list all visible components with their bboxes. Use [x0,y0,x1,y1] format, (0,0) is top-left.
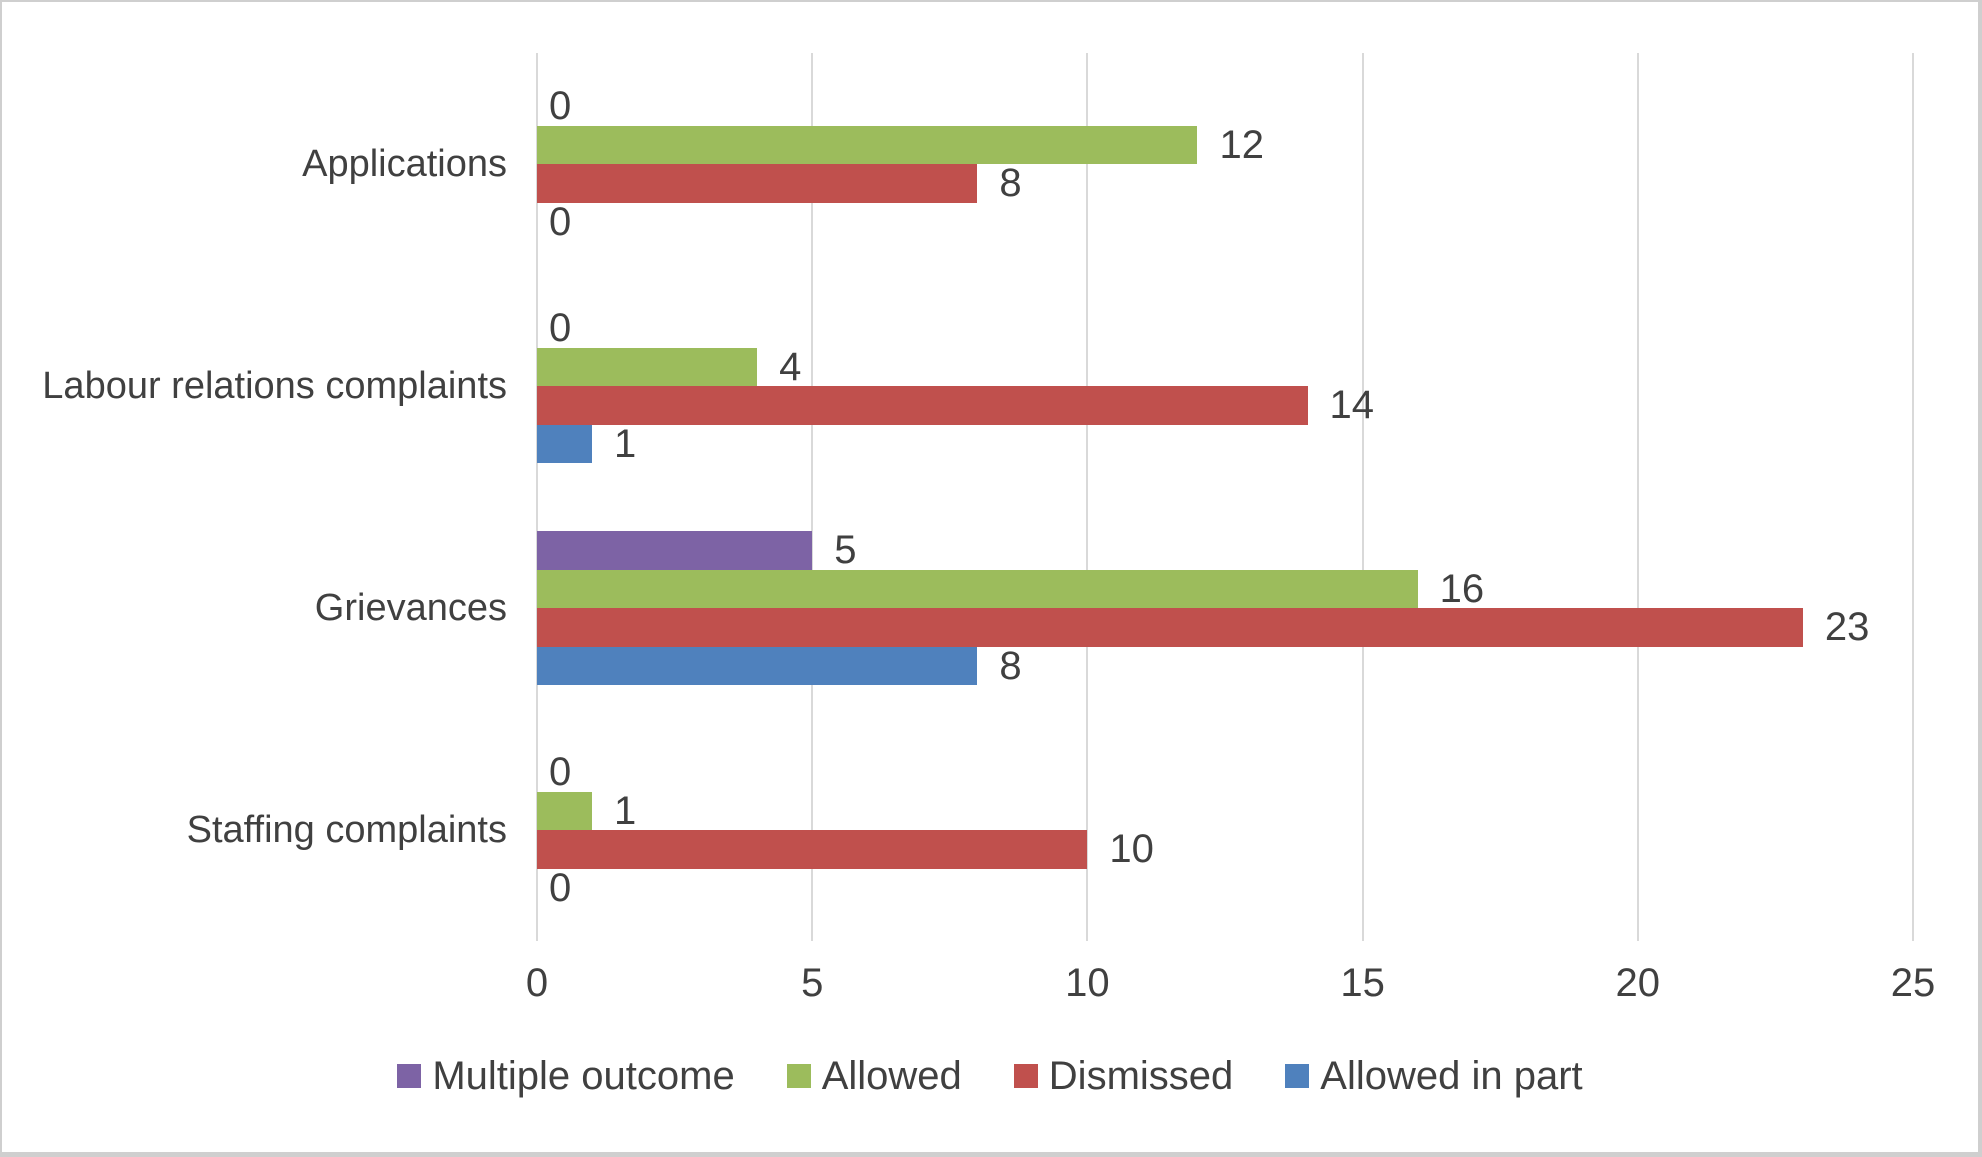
legend: Multiple outcome Allowed Dismissed Allowed … [2,1048,1978,1104]
x-tick-label-5: 5 [801,961,824,1005]
data-label-multiple-outcome-staffing-complaints: 0 [549,750,572,795]
gridline-10 [1086,53,1089,941]
legend-swatch-allowed-in-part [1285,1064,1310,1088]
bar-allowed-grievances [537,569,1418,608]
bar-dismissed-labour-relations-complaints [537,386,1308,425]
legend-swatch-allowed [786,1064,811,1088]
data-label-allowed-in-part-applications: 0 [549,199,572,244]
legend-swatch-dismissed [1013,1064,1038,1088]
bar-allowed-applications [537,125,1198,164]
data-label-allowed-staffing-complaints: 1 [614,788,637,833]
data-label-dismissed-grievances: 23 [1824,605,1870,650]
bar-allowed-labour-relations-complaints [537,347,758,386]
data-label-allowed-in-part-staffing-complaints: 0 [549,865,572,910]
data-label-dismissed-applications: 8 [999,161,1022,206]
category-label-applications: Applications [302,142,507,185]
x-tick-label-0: 0 [525,961,549,1005]
legend-label-allowed: Allowed [821,1054,962,1098]
data-label-multiple-outcome-grievances: 5 [834,528,857,573]
data-label-dismissed-labour-relations-complaints: 14 [1329,383,1375,428]
category-label-grievances: Grievances [314,586,507,629]
data-label-allowed-labour-relations-complaints: 4 [779,344,802,389]
bar-dismissed-applications [537,164,978,203]
legend-label-dismissed: Dismissed [1048,1054,1234,1098]
bar-allowed-staffing-complaints [537,791,593,830]
x-axis: 0 5 10 15 20 25 [526,941,1935,1021]
bar-allowed-in-part-labour-relations-complaints [537,424,593,463]
x-tick-label-20: 20 [1615,961,1661,1005]
bar-dismissed-grievances [537,608,1803,647]
data-label-allowed-grievances: 16 [1439,566,1485,611]
bar-allowed-in-part-grievances [537,646,978,685]
legend-label-multiple-outcome: Multiple outcome [432,1054,735,1098]
legend-swatch-multiple-outcome [397,1064,422,1088]
data-label-dismissed-staffing-complaints: 10 [1109,827,1154,872]
gridline-25 [1912,53,1914,941]
legend-item-allowed-in-part: Allowed in part [1285,1052,1583,1100]
bar-dismissed-staffing-complaints [537,830,1088,869]
data-label-allowed-applications: 12 [1219,122,1264,167]
legend-item-dismissed: Dismissed [1013,1052,1234,1100]
data-label-allowed-in-part-grievances: 8 [999,643,1022,688]
gridline-15 [1361,53,1364,941]
bar-multiple-outcome-grievances [537,531,813,570]
gridline-0 [536,53,538,941]
category-label-labour-relations-complaints: Labour relations complaints [42,364,507,407]
category-label-staffing-complaints: Staffing complaints [186,808,507,851]
data-label-multiple-outcome-labour-relations-complaints: 0 [549,306,572,351]
legend-item-multiple-outcome: Multiple outcome [397,1052,735,1100]
x-tick-label-15: 15 [1340,961,1385,1005]
legend-label-allowed-in-part: Allowed in part [1320,1054,1583,1098]
x-tick-label-25: 25 [1890,961,1936,1005]
data-label-allowed-in-part-labour-relations-complaints: 1 [614,421,637,466]
legend-item-allowed: Allowed [786,1052,962,1100]
plot-area: 0 12 8 0 0 4 14 1 5 16 23 8 0 1 10 0 [536,53,1914,941]
data-label-multiple-outcome-applications: 0 [549,84,572,129]
x-tick-label-10: 10 [1065,961,1110,1005]
gridline-20 [1636,53,1639,941]
gridline-5 [811,53,814,941]
